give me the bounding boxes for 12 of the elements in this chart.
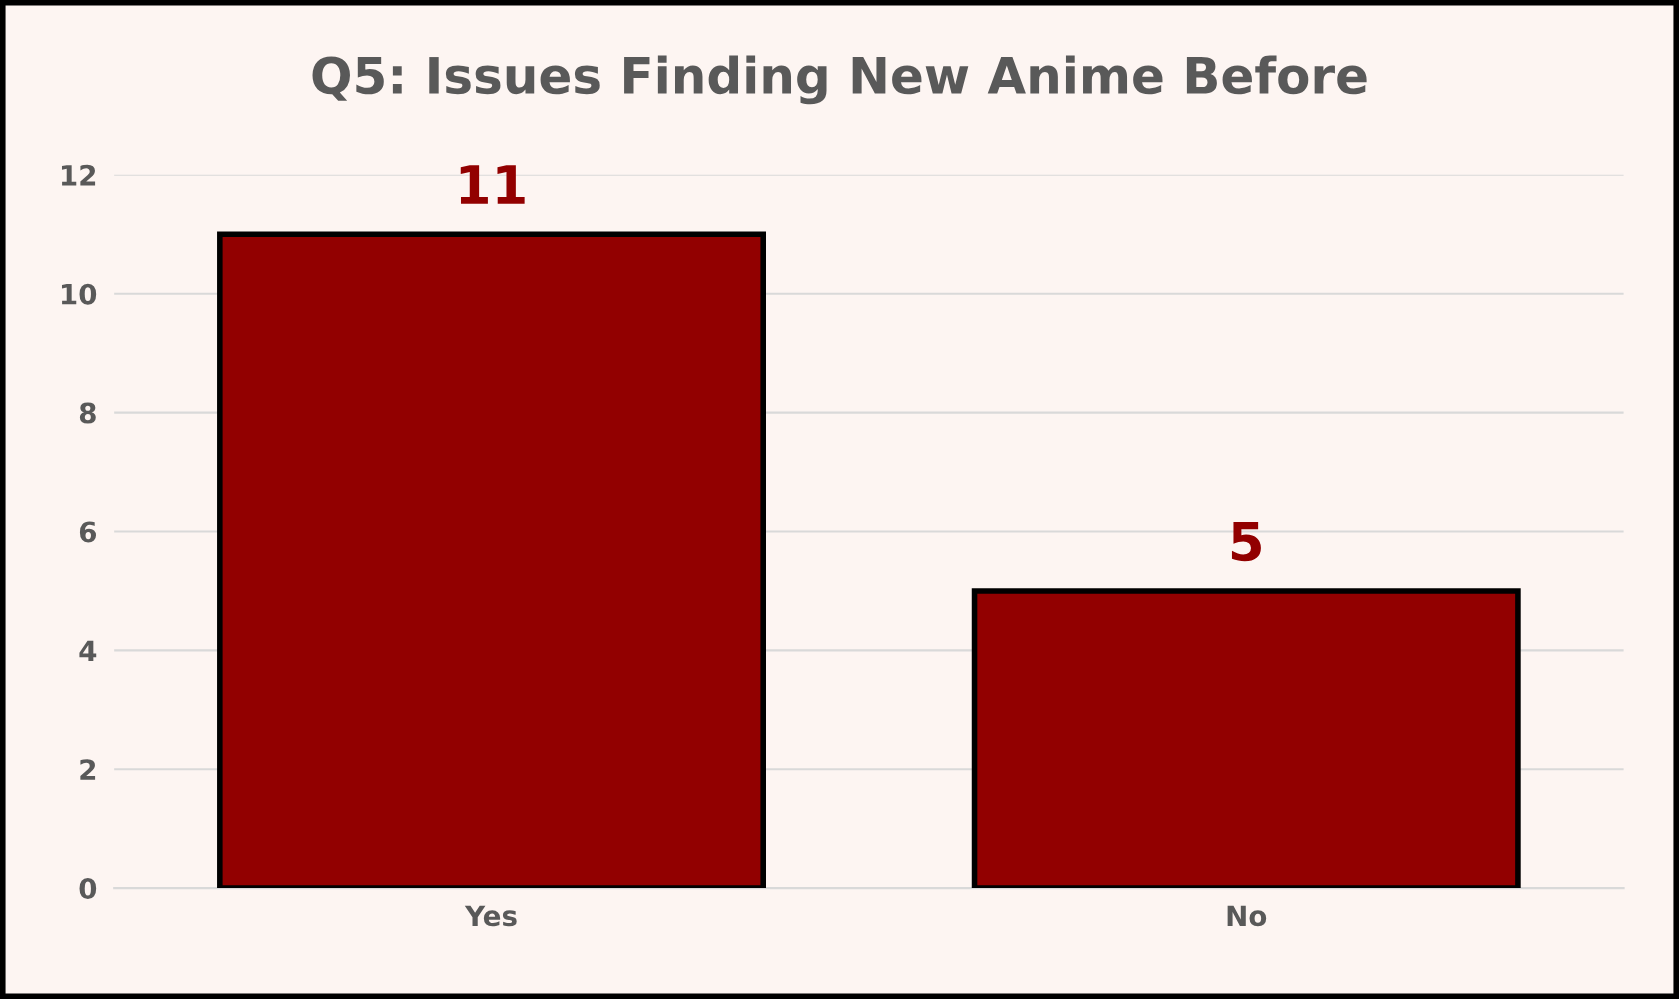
data-label: 5 bbox=[1231, 522, 1261, 562]
y-tick-label: 4 bbox=[79, 640, 97, 661]
y-tick-label: 8 bbox=[79, 402, 96, 424]
x-tick-label: No bbox=[1227, 905, 1267, 927]
y-tick-label: 10 bbox=[61, 283, 97, 305]
data-label: 11 bbox=[460, 165, 525, 204]
chart-title: Q5: Issues Finding New Anime Before bbox=[312, 55, 1367, 105]
y-tick-label: 2 bbox=[80, 759, 96, 780]
x-tick-label: Yes bbox=[464, 905, 517, 927]
y-tick-label: 6 bbox=[79, 521, 97, 543]
y-tick-label: 0 bbox=[79, 878, 97, 900]
y-tick-label: 12 bbox=[61, 164, 96, 186]
